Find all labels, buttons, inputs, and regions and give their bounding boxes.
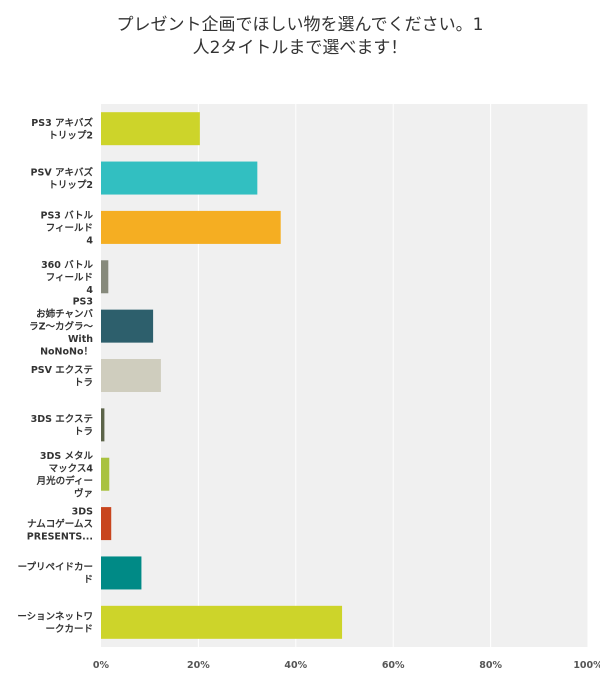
category-label: PRESENTS...: [27, 532, 93, 543]
category-label: 3DS: [72, 507, 93, 518]
category-label: フィールド: [46, 272, 93, 283]
category-label: 4: [86, 285, 93, 296]
category-label: ープリペイドカー: [18, 561, 93, 573]
category-label: ーションネットワ: [17, 612, 93, 623]
chart-title-line: プレゼント企画でほしい物を選んでください。1: [116, 15, 484, 35]
category-label: ド: [83, 575, 93, 586]
category-label: フィールド: [46, 223, 93, 234]
bar: [101, 457, 110, 491]
bar: [101, 556, 142, 590]
category-label: PSV エクステ: [31, 365, 93, 376]
chart-title: プレゼント企画でほしい物を選んでください。1 人2タイトルまで選べます！: [40, 14, 560, 60]
bar: [101, 161, 258, 195]
bar: [101, 210, 281, 244]
bar: [101, 359, 161, 392]
category-label: トラ: [74, 377, 93, 388]
x-tick-label: 20%: [187, 660, 210, 671]
bar: [101, 605, 343, 639]
bar: [101, 309, 154, 343]
category-label: NoNoNo！: [40, 347, 93, 358]
category-label: 3DS メタル: [40, 450, 94, 462]
category-label: 4: [86, 235, 93, 246]
category-label: 360 バトル: [41, 259, 93, 271]
category-label: PSV アキバズ: [31, 166, 94, 178]
category-label: ヴァ: [74, 487, 93, 499]
category-label: ラZ〜カグラ〜: [29, 321, 93, 333]
category-label: お姉チャンバ: [36, 308, 93, 320]
category-label: マックス4: [49, 463, 94, 474]
category-label: トリップ2: [48, 179, 93, 191]
x-tick-label: 0%: [93, 660, 110, 671]
x-tick-label: 80%: [479, 660, 502, 671]
category-label: ナムコゲームス: [27, 518, 93, 530]
category-label: PS3 バトル: [40, 209, 93, 221]
x-tick-labels: 0% 20% 40% 60% 80% 100%: [93, 660, 600, 671]
category-label: 月光のディー: [36, 475, 93, 487]
chart-title-line: 人2タイトルまで選べます！: [192, 38, 408, 58]
category-label: PS3: [73, 297, 93, 308]
category-label: ークカード: [45, 624, 93, 635]
category-label: PS3 アキバズ: [31, 117, 93, 129]
bars: [101, 112, 343, 639]
x-tick-label: 40%: [284, 660, 307, 671]
category-label: 3DS エクステ: [31, 414, 93, 425]
category-label: トラ: [74, 427, 93, 438]
bar: [101, 507, 112, 541]
bar: [101, 260, 109, 294]
bar: [101, 112, 200, 146]
x-tick-label: 100%: [573, 660, 600, 671]
bar: [101, 408, 105, 442]
category-label: トリップ2: [48, 129, 93, 141]
x-tick-label: 60%: [382, 660, 405, 671]
category-label: With: [68, 334, 93, 345]
